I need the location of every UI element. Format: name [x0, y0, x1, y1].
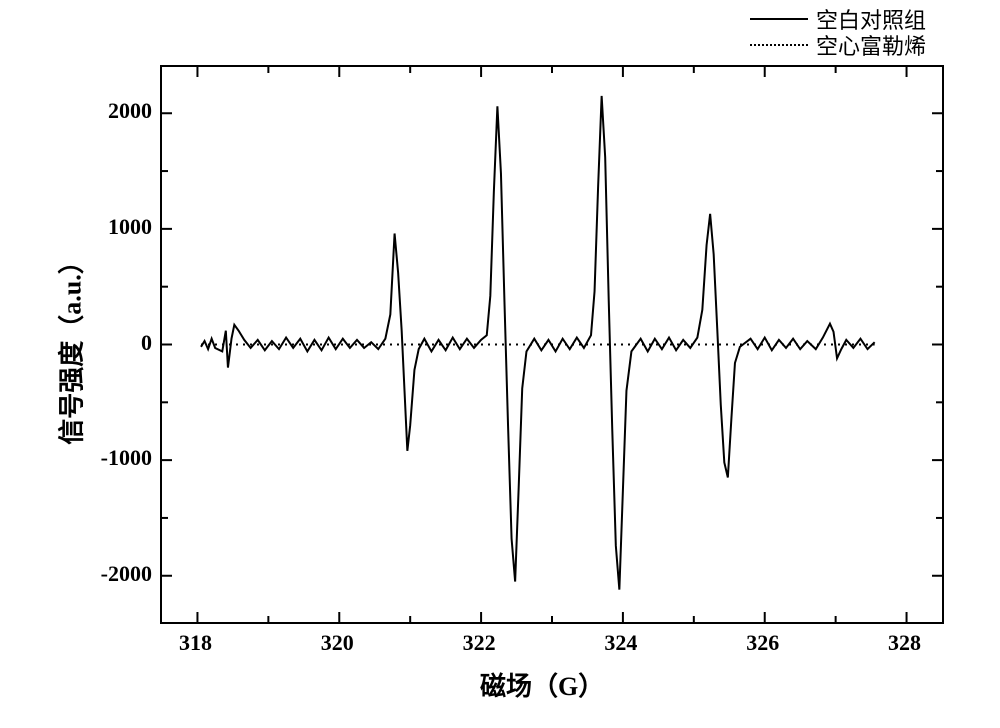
legend-line-dotted-icon — [750, 44, 808, 46]
legend-item: 空心富勒烯 — [750, 32, 926, 58]
plot-area — [160, 65, 944, 624]
epr-spectrum-figure: 信号强度（a.u.） 磁场（G） 空白对照组空心富勒烯 318 320 322 324… — [0, 0, 1000, 728]
x-tick-label: 318 — [179, 630, 212, 656]
y-tick-label: -1000 — [86, 445, 152, 471]
y-tick-label: 2000 — [98, 98, 152, 124]
x-tick-label: 328 — [888, 630, 921, 656]
x-tick-label: 324 — [604, 630, 637, 656]
x-tick-label: 322 — [463, 630, 496, 656]
legend: 空白对照组空心富勒烯 — [750, 6, 926, 58]
x-tick-label: 326 — [746, 630, 779, 656]
x-axis-label: 磁场（G） — [480, 666, 604, 703]
x-tick-label: 320 — [321, 630, 354, 656]
y-tick-label: 1000 — [98, 214, 152, 240]
legend-label: 空心富勒烯 — [816, 29, 926, 61]
y-axis-label: 信号强度（a.u.） — [52, 246, 89, 446]
y-tick-label: -2000 — [86, 561, 152, 587]
legend-line-solid-icon — [750, 18, 808, 20]
y-tick-label: 0 — [134, 330, 152, 356]
plot-svg — [162, 67, 942, 622]
